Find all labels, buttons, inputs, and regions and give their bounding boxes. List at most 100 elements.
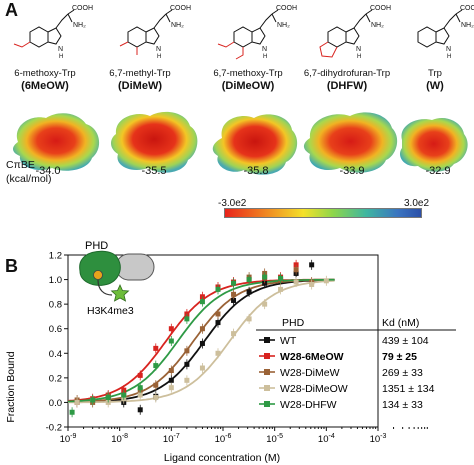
- molecule-abbr: (DiMeOW): [222, 80, 275, 92]
- aromatic-ring-icon: [94, 271, 103, 280]
- grey-domain: [116, 254, 154, 280]
- molecule-name: 6,7-dihydrofuran-Trp: [295, 68, 399, 80]
- data-point-w28-dimeow: [294, 280, 299, 285]
- legend-swatch-marker: [264, 401, 270, 407]
- data-point-w28-dimeow: [138, 393, 143, 398]
- molecule-caption-w: Trp (W): [400, 68, 470, 93]
- y-tick-label: 0.2: [49, 373, 62, 384]
- data-point-w28-dimew: [215, 311, 220, 316]
- methoxy-7: [236, 47, 243, 59]
- legend-swatch-marker: [264, 369, 270, 375]
- energy-dimeow: -35.8: [236, 165, 276, 177]
- data-point-w28-dhfw: [231, 281, 236, 286]
- data-point-wt: [138, 407, 143, 412]
- data-point-w28-dimeow: [75, 400, 80, 405]
- amine-bond: [456, 14, 460, 22]
- molecule-name: Trp: [400, 68, 470, 80]
- legend-series-kd: 1351 ± 134: [382, 383, 435, 395]
- side-chain: [354, 14, 366, 28]
- dihydrofuran-ring: [320, 42, 337, 57]
- nh2-label: NH₂: [461, 22, 474, 29]
- data-point-w28-dhfw: [247, 277, 252, 282]
- data-point-w28-dimew: [231, 292, 236, 297]
- energy-dhfw: -33.9: [332, 165, 372, 177]
- data-point-w28-dimeow: [324, 278, 329, 283]
- legend-series-name: W28-DHFW: [280, 399, 337, 411]
- y-tick-label: 1.0: [49, 275, 62, 286]
- nh-label: N: [58, 46, 63, 53]
- legend-swatch-marker: [264, 385, 270, 391]
- data-point-w28-dhfw: [200, 299, 205, 304]
- data-point-w28-dhfw: [184, 316, 189, 321]
- nh2-label: NH₂: [73, 22, 86, 29]
- data-point-w28-dhfw: [278, 276, 283, 281]
- phd-domain: [80, 251, 121, 285]
- molecule-caption-dimew: 6,7-methyl-Trp (DiMeW): [98, 68, 182, 93]
- data-point-wt: [184, 362, 189, 367]
- data-point-w28-dimeow: [215, 351, 220, 356]
- amine-bond: [366, 14, 370, 22]
- data-point-w28-dimeow: [231, 331, 236, 336]
- amine-bond: [68, 14, 72, 22]
- cooh-label: COOH: [460, 5, 474, 12]
- benzene-ring: [234, 27, 252, 47]
- data-point-w28-dhfw: [138, 385, 143, 390]
- legend-series-name: W28-DiMeW: [280, 367, 340, 379]
- side-chain: [154, 14, 166, 28]
- legend-series-name: W28-6MeOW: [280, 351, 344, 363]
- molecule-name: 6,7-methoxy-Trp: [204, 68, 292, 80]
- data-point-w28-dhfw: [169, 339, 174, 344]
- h-label: H: [59, 54, 63, 60]
- data-point-w28-dimeow: [184, 378, 189, 383]
- molecule-name: 6,7-methyl-Trp: [98, 68, 182, 80]
- methyl-6: [120, 42, 128, 46]
- structure-row: COOHNH₂NHCOOHNH₂NHCOOHNH₂NHCOOHNH₂NHCOOH…: [0, 2, 474, 64]
- nh2-label: NH₂: [171, 22, 184, 29]
- nh-label: N: [262, 46, 267, 53]
- data-point-wt: [247, 289, 252, 294]
- data-point-w28-6meow: [153, 346, 158, 351]
- benzene-ring: [418, 27, 436, 47]
- x-tick-label: 10-7: [163, 433, 180, 445]
- pyrrole-ring: [252, 28, 265, 44]
- data-point-w28-dimew: [200, 326, 205, 331]
- methyl-star-icon: [112, 285, 129, 301]
- legend-series-kd: 134 ± 33: [382, 399, 423, 411]
- y-tick-label: 0.4: [49, 349, 62, 360]
- x-tick-label: 10-9: [60, 433, 77, 445]
- molecule-caption-6meow: 6-methoxy-Trp (6MeOW): [3, 68, 87, 93]
- molecule-abbr: (DiMeW): [118, 80, 162, 92]
- esp-surface-dimew: [111, 112, 197, 173]
- h3k4me3-label: H3K4me3: [87, 305, 134, 317]
- phd-binding-diagram: PHD H3K4me3: [80, 240, 154, 317]
- y-tick-label: 1.2: [49, 251, 62, 262]
- molecule-caption-dimeow: 6,7-methoxy-Trp (DiMeOW): [204, 68, 292, 93]
- cooh-label: COOH: [170, 5, 191, 12]
- scale-max-label: 3.0e2: [404, 198, 429, 209]
- side-chain: [444, 14, 456, 28]
- data-point-w28-dhfw: [121, 393, 126, 398]
- molecule-caption-dhfw: 6,7-dihydrofuran-Trp (DHFW): [295, 68, 399, 93]
- cooh-label: COOH: [72, 5, 93, 12]
- legend-swatch-marker: [264, 337, 270, 343]
- data-point-w28-dhfw: [262, 275, 267, 280]
- y-tick-label: 0.0: [49, 398, 62, 409]
- esp-surface-w: [400, 118, 468, 172]
- h-label: H: [157, 54, 161, 60]
- methoxy-6: [218, 42, 234, 47]
- nh-label: N: [156, 46, 161, 53]
- data-point-w28-dimew: [184, 348, 189, 353]
- molecule-name: 6-methoxy-Trp: [3, 68, 87, 80]
- legend-series-kd: 439 ± 104: [382, 335, 429, 347]
- nh-label: N: [356, 46, 361, 53]
- nh2-label: NH₂: [277, 22, 290, 29]
- data-point-w28-dimew: [294, 267, 299, 272]
- x-tick-label: 10-4: [318, 433, 335, 445]
- amine-bond: [272, 14, 276, 22]
- structure-5: COOHNH₂NH: [418, 5, 474, 60]
- x-axis-label: Ligand concentration (M): [164, 452, 280, 464]
- color-scale-bar: [224, 208, 422, 218]
- phd-diagram-label: PHD: [85, 240, 108, 252]
- energy-dimew: -35.5: [134, 165, 174, 177]
- legend-series-kd: 269 ± 33: [382, 367, 423, 379]
